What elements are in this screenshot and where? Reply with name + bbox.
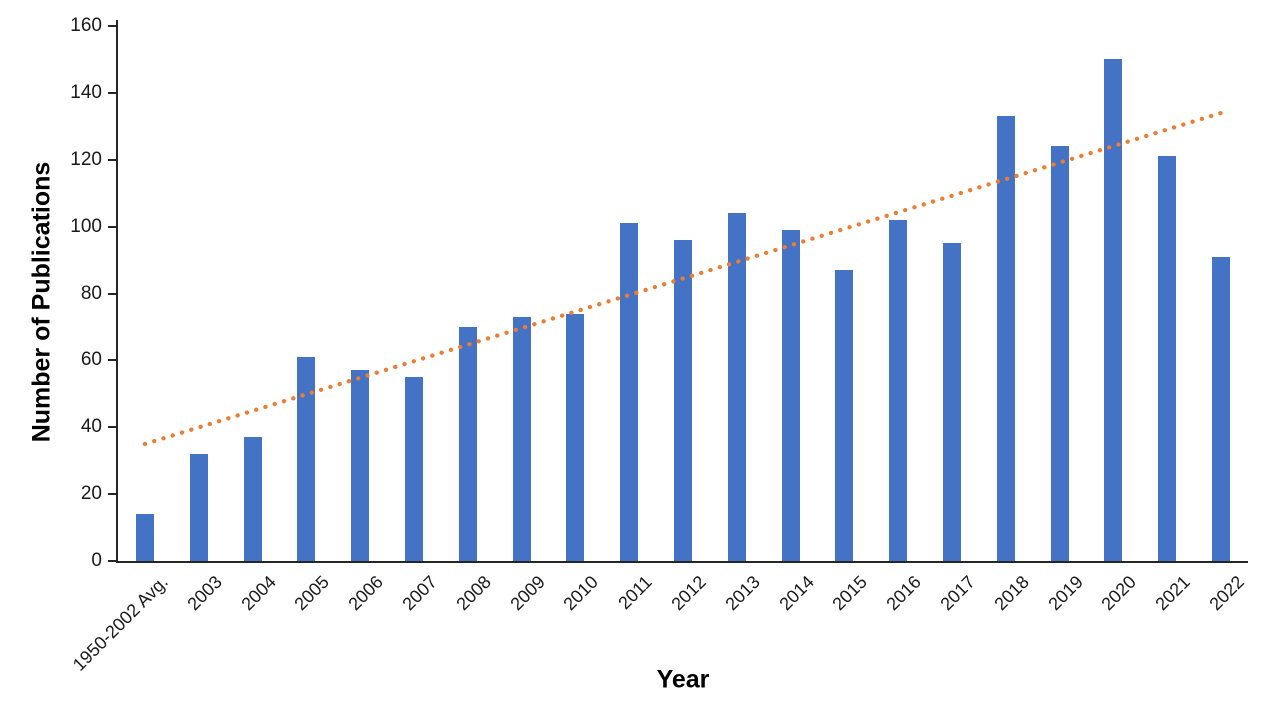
trendline (142, 110, 1224, 447)
y-tick-mark (108, 359, 116, 362)
y-tick-mark (108, 25, 116, 27)
bar (620, 223, 639, 561)
y-tick-label: 80 (80, 282, 102, 304)
bar (351, 370, 370, 561)
y-tick-mark (108, 225, 116, 228)
bar (1212, 256, 1231, 561)
y-tick-label: 60 (80, 349, 102, 371)
bar (674, 240, 692, 561)
y-tick-label: 0 (91, 550, 102, 571)
y-tick-label: 40 (80, 416, 102, 438)
bar (297, 357, 316, 561)
y-tick-mark (108, 292, 116, 295)
bar (889, 219, 908, 561)
y-tick-mark (108, 426, 116, 429)
bar (1104, 59, 1123, 561)
bar (189, 454, 208, 561)
bar (243, 437, 262, 561)
bar (996, 116, 1015, 561)
x-axis-title: Year (656, 665, 710, 694)
y-tick-mark (108, 158, 116, 161)
bar (727, 213, 746, 561)
y-tick-label: 120 (70, 148, 102, 170)
y-axis-line (116, 20, 118, 563)
bar (566, 313, 585, 561)
x-axis-line (116, 561, 1248, 563)
bar (1050, 146, 1069, 561)
y-tick-mark (108, 493, 116, 496)
y-tick-mark (108, 91, 116, 94)
bar (943, 243, 962, 561)
y-axis-title: Number of Publications (27, 161, 56, 443)
bar (404, 377, 423, 561)
bar (781, 229, 800, 561)
bar (135, 514, 154, 561)
y-tick-label: 20 (80, 483, 102, 505)
y-tick-label: 160 (70, 15, 102, 36)
bar (1158, 156, 1177, 561)
bar (458, 326, 477, 561)
y-tick-label: 100 (70, 215, 102, 237)
bar (835, 270, 854, 561)
bar (512, 316, 531, 561)
y-tick-mark (108, 560, 116, 562)
y-tick-label: 140 (70, 81, 102, 103)
